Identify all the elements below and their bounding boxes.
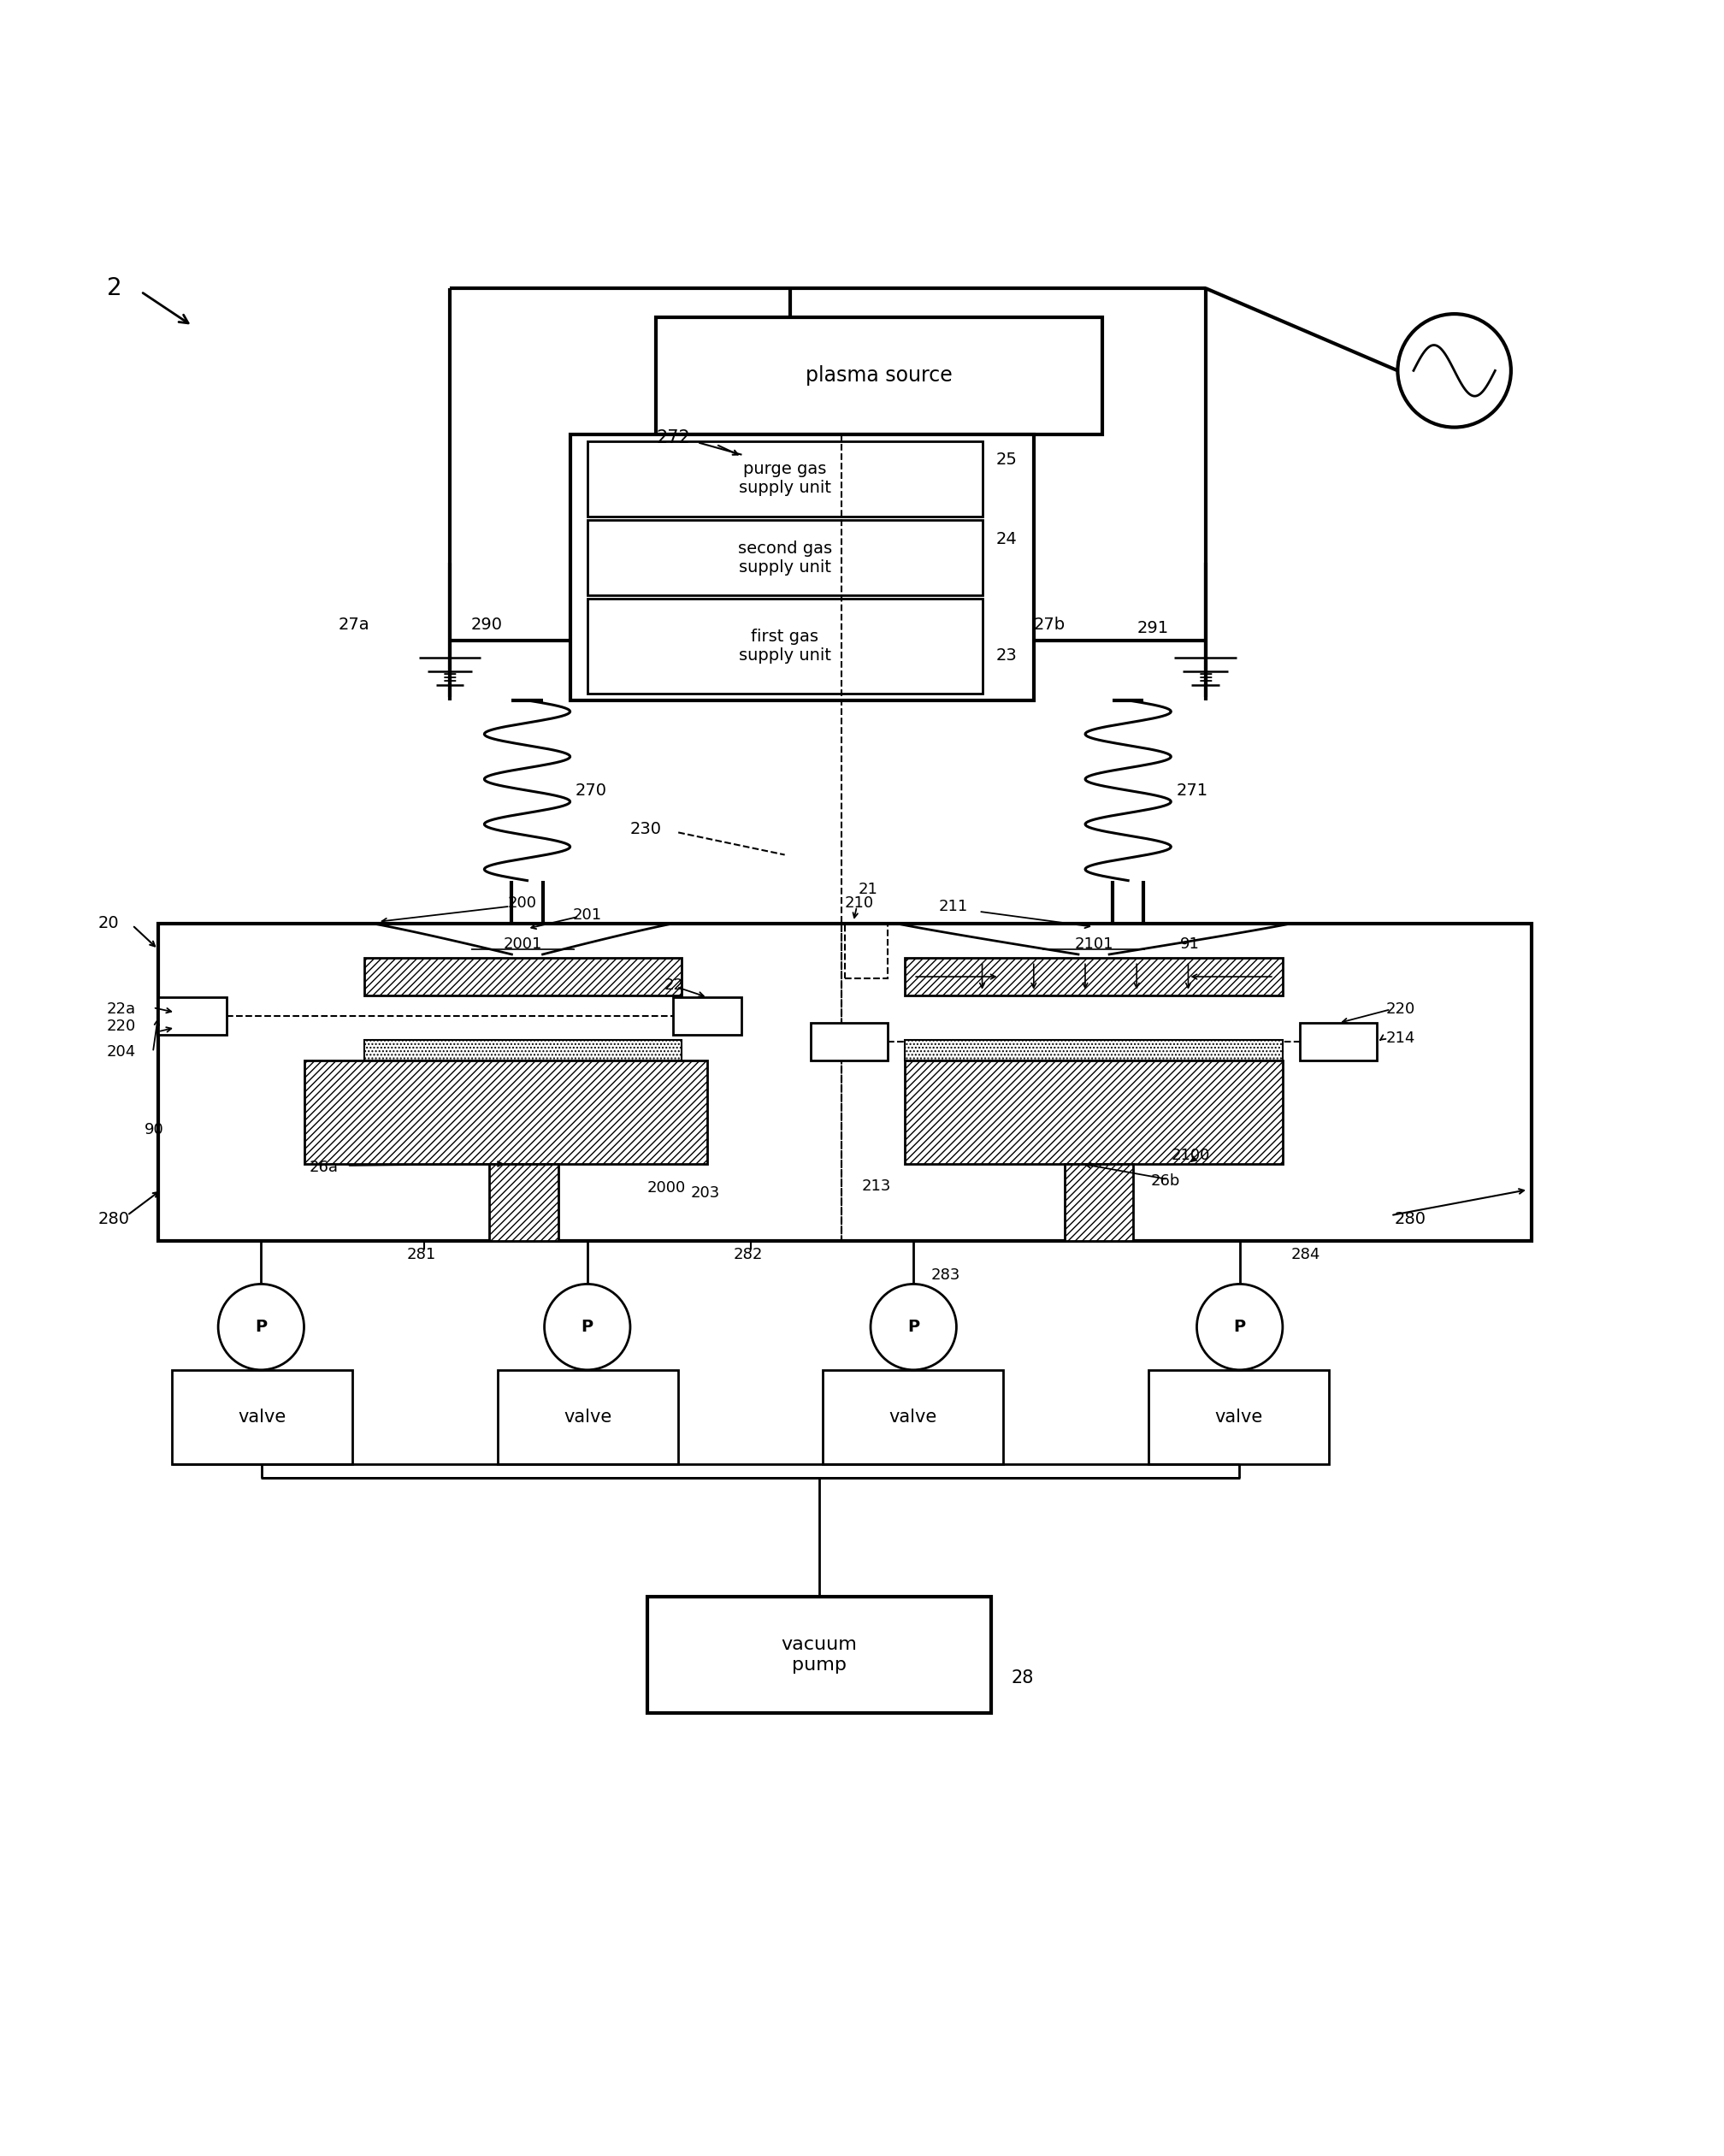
Text: 283: 283	[931, 1268, 960, 1283]
Text: 22a: 22a	[107, 1003, 136, 1018]
Bar	[822, 1369, 1003, 1464]
Text: 2100: 2100	[1171, 1147, 1210, 1162]
Bar	[498, 1369, 678, 1464]
Text: 200: 200	[507, 895, 536, 910]
Text: P: P	[581, 1319, 593, 1335]
Text: 211: 211	[938, 899, 967, 914]
Text: 203: 203	[690, 1186, 719, 1201]
Text: 220: 220	[107, 1020, 136, 1035]
Text: 26b: 26b	[1150, 1173, 1179, 1188]
Bar	[810, 1024, 888, 1061]
Text: 282: 282	[733, 1246, 762, 1263]
Bar	[1300, 1024, 1377, 1061]
Text: ≡: ≡	[441, 668, 459, 686]
Bar	[490, 1164, 559, 1242]
Text: 284: 284	[1291, 1246, 1321, 1263]
Bar	[571, 433, 1034, 701]
Bar	[588, 599, 983, 694]
Bar	[845, 923, 888, 979]
Bar	[303, 1061, 707, 1164]
Text: 210: 210	[845, 895, 874, 910]
Text: first gas
supply unit: first gas supply unit	[738, 630, 831, 664]
Text: 20: 20	[98, 916, 119, 931]
Text: 27b: 27b	[1034, 617, 1065, 634]
Text: P: P	[907, 1319, 919, 1335]
Text: P: P	[1234, 1319, 1246, 1335]
Text: 270: 270	[576, 783, 607, 798]
Bar	[1065, 1164, 1133, 1242]
Text: 201: 201	[572, 908, 602, 923]
Text: 27a: 27a	[338, 617, 369, 634]
Text: 91: 91	[1179, 936, 1200, 951]
Text: 24: 24	[996, 530, 1017, 548]
Text: 2: 2	[107, 276, 122, 300]
Bar	[172, 1369, 352, 1464]
Text: 21: 21	[859, 882, 878, 897]
Text: 22: 22	[664, 977, 684, 994]
Text: P: P	[255, 1319, 267, 1335]
Bar	[1148, 1369, 1329, 1464]
Bar	[588, 520, 983, 595]
Text: ≡: ≡	[1198, 668, 1214, 686]
Text: 290: 290	[471, 617, 502, 634]
Text: 271: 271	[1176, 783, 1209, 798]
Bar	[159, 923, 1531, 1242]
Text: 280: 280	[1395, 1212, 1426, 1227]
Text: plasma source: plasma source	[805, 367, 953, 386]
Text: 2001: 2001	[503, 936, 543, 951]
Text: vacuum
pump: vacuum pump	[781, 1636, 857, 1673]
Text: 90: 90	[145, 1121, 164, 1136]
Text: 23: 23	[996, 647, 1017, 664]
Text: 25: 25	[996, 453, 1017, 468]
Text: valve: valve	[238, 1408, 286, 1425]
Bar	[905, 1061, 1283, 1164]
Text: 204: 204	[107, 1044, 136, 1061]
Text: 28: 28	[1012, 1669, 1034, 1686]
Text: 230: 230	[631, 821, 662, 837]
Text: 220: 220	[1386, 1003, 1415, 1018]
Bar	[672, 998, 741, 1035]
Bar	[159, 998, 228, 1035]
Text: 2101: 2101	[1074, 936, 1114, 951]
Bar	[364, 1039, 681, 1061]
Text: 26a: 26a	[309, 1160, 338, 1175]
Bar	[905, 1039, 1283, 1061]
Bar	[648, 1598, 991, 1714]
Text: 213: 213	[862, 1179, 891, 1194]
Text: purge gas
supply unit: purge gas supply unit	[738, 461, 831, 496]
Bar	[905, 957, 1283, 996]
Text: 272: 272	[655, 429, 690, 446]
Text: 2000: 2000	[648, 1179, 686, 1197]
Bar	[655, 317, 1102, 433]
Text: second gas
supply unit: second gas supply unit	[738, 541, 831, 576]
Text: 281: 281	[407, 1246, 436, 1263]
Text: 291: 291	[1136, 621, 1169, 636]
Text: 214: 214	[1386, 1031, 1415, 1046]
Text: valve: valve	[564, 1408, 612, 1425]
Text: valve: valve	[888, 1408, 936, 1425]
Bar	[588, 442, 983, 517]
Bar	[364, 957, 681, 996]
Text: 280: 280	[98, 1212, 129, 1227]
Text: valve: valve	[1215, 1408, 1264, 1425]
